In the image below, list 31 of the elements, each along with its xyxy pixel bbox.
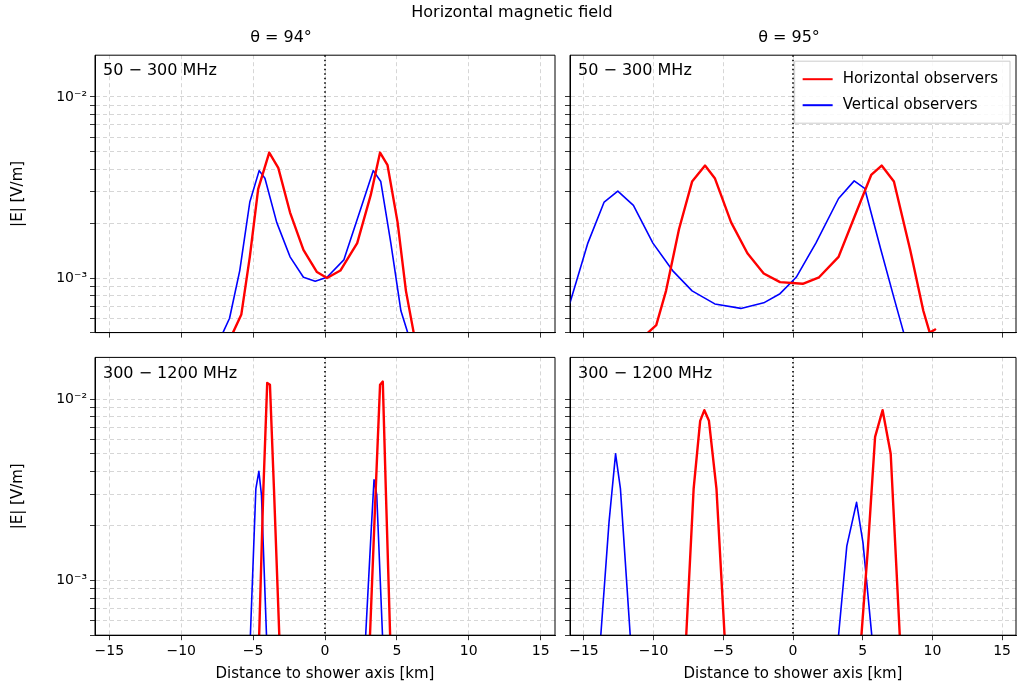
- x-tick-label: 10: [923, 642, 942, 659]
- x-tick-label: 5: [858, 642, 868, 659]
- x-tick-label: −10: [166, 642, 197, 659]
- x-axis-title: Distance to shower axis [km]: [683, 663, 903, 682]
- x-tick-label: −15: [569, 642, 599, 659]
- legend-label: Vertical observers: [842, 95, 978, 114]
- x-tick-label: −5: [242, 642, 264, 659]
- y-axis-title: |E| [V/m]: [7, 160, 26, 227]
- x-tick-label: 5: [392, 642, 402, 659]
- annotation: 50 − 300 MHz: [578, 60, 692, 80]
- annotation: 300 − 1200 MHz: [103, 362, 238, 382]
- y-tick-label: 10⁻³: [56, 571, 87, 588]
- chart-title: Horizontal magnetic field: [410, 2, 614, 21]
- y-tick-label: 10⁻³: [56, 268, 87, 285]
- x-tick-label: −10: [638, 642, 669, 659]
- x-axis-title: Distance to shower axis [km]: [215, 663, 435, 682]
- x-tick-label: 10: [459, 642, 478, 659]
- annotation: 50 − 300 MHz: [103, 60, 217, 80]
- chart-subtitle: θ = 94°: [250, 26, 312, 46]
- x-tick-label: −5: [712, 642, 734, 659]
- x-tick-label: 0: [320, 642, 330, 659]
- y-tick-label: 10⁻²: [56, 87, 87, 104]
- x-tick-label: 0: [788, 642, 798, 659]
- chart-subtitle: θ = 95°: [758, 26, 820, 46]
- y-axis-title: |E| [V/m]: [7, 463, 26, 530]
- x-tick-label: 15: [993, 642, 1011, 659]
- annotation: 300 − 1200 MHz: [578, 362, 713, 382]
- x-tick-label: −15: [94, 642, 125, 659]
- x-tick-label: 15: [531, 642, 550, 659]
- y-tick-label: 10⁻²: [56, 389, 87, 406]
- legend-label: Horizontal observers: [842, 69, 999, 88]
